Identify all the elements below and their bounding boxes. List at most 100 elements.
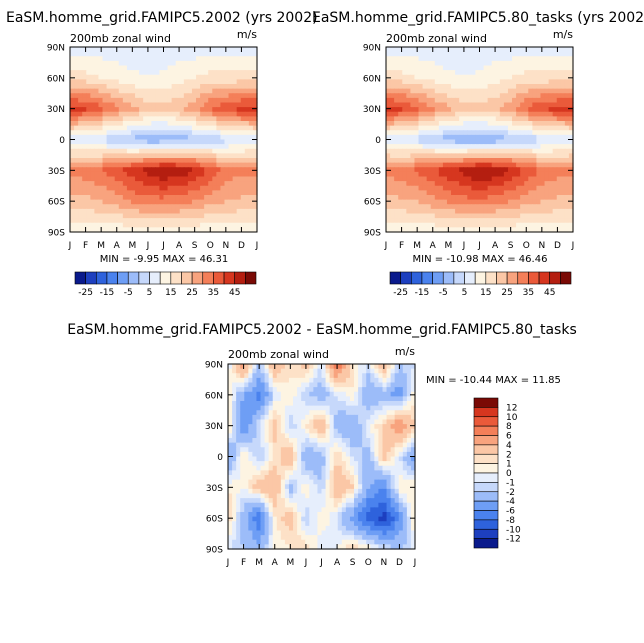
heatmap-cell bbox=[82, 84, 87, 90]
heatmap-cell bbox=[378, 391, 384, 397]
heatmap-cell bbox=[345, 396, 351, 402]
heatmap-cell bbox=[540, 130, 546, 136]
heatmap-cell bbox=[110, 134, 116, 141]
heatmap-cell bbox=[483, 153, 489, 159]
heatmap-cell bbox=[455, 213, 460, 219]
heatmap-cell bbox=[422, 134, 428, 141]
heatmap-cell bbox=[483, 190, 489, 196]
heatmap-cell bbox=[402, 125, 407, 131]
heatmap-cell bbox=[167, 74, 173, 80]
heatmap-cell bbox=[305, 419, 310, 425]
heatmap-cell bbox=[272, 410, 278, 416]
heatmap-cell bbox=[159, 185, 165, 191]
heatmap-cell bbox=[475, 148, 481, 154]
heatmap-cell bbox=[301, 387, 306, 393]
heatmap-cell bbox=[362, 396, 367, 402]
heatmap-cell bbox=[163, 153, 169, 159]
panel-top-left: EaSM.homme_grid.FAMIPC5.2002 (yrs 2002) … bbox=[6, 10, 318, 298]
heatmap-cell bbox=[568, 84, 574, 90]
heatmap-cell bbox=[394, 139, 399, 145]
heatmap-cell bbox=[130, 93, 136, 99]
heatmap-cell bbox=[358, 377, 363, 384]
heatmap-cell bbox=[98, 88, 104, 94]
heatmap-cell bbox=[451, 51, 456, 57]
heatmap-cell bbox=[220, 56, 226, 62]
heatmap-cell bbox=[78, 65, 83, 71]
heatmap-cell bbox=[212, 56, 217, 62]
heatmap-cell bbox=[446, 158, 452, 164]
heatmap-cell bbox=[135, 204, 140, 210]
heatmap-cell bbox=[540, 208, 546, 215]
x-tick-label: O bbox=[207, 241, 214, 251]
heatmap-cell bbox=[467, 139, 472, 145]
heatmap-cell bbox=[110, 148, 116, 154]
heatmap-cell bbox=[236, 162, 242, 168]
heatmap-cell bbox=[499, 84, 505, 90]
heatmap-cell bbox=[524, 153, 529, 159]
heatmap-cell bbox=[556, 218, 562, 224]
heatmap-cell bbox=[130, 218, 136, 224]
colorbar-label: 25 bbox=[501, 288, 512, 298]
heatmap-cell bbox=[483, 102, 489, 108]
heatmap-cell bbox=[264, 405, 270, 411]
heatmap-cell bbox=[329, 364, 335, 370]
heatmap-cell bbox=[216, 74, 222, 80]
heatmap-cell bbox=[430, 130, 436, 136]
heatmap-cell bbox=[390, 456, 396, 462]
heatmap-cell bbox=[451, 125, 456, 131]
heatmap-cell bbox=[191, 218, 197, 224]
heatmap-cell bbox=[410, 470, 416, 476]
heatmap-cell bbox=[183, 222, 189, 228]
heatmap-cell bbox=[471, 181, 477, 187]
heatmap-cell bbox=[252, 387, 258, 393]
heatmap-cell bbox=[102, 171, 108, 178]
heatmap-cell bbox=[451, 199, 456, 205]
heatmap-cell bbox=[442, 134, 448, 141]
heatmap-cell bbox=[155, 208, 161, 215]
heatmap-cell bbox=[224, 70, 230, 76]
heatmap-cell bbox=[212, 158, 217, 164]
heatmap-cell bbox=[370, 401, 375, 407]
heatmap-cell bbox=[204, 125, 209, 131]
heatmap-cell bbox=[451, 204, 456, 210]
heatmap-cell bbox=[390, 391, 396, 397]
heatmap-cell bbox=[244, 65, 250, 71]
heatmap-cell bbox=[471, 218, 477, 224]
heatmap-cell bbox=[301, 428, 306, 434]
heatmap-cell bbox=[516, 111, 521, 117]
heatmap-cell bbox=[467, 88, 472, 94]
heatmap-cell bbox=[305, 414, 310, 421]
heatmap-cell bbox=[463, 121, 468, 127]
heatmap-cell bbox=[200, 162, 205, 168]
heatmap-cell bbox=[297, 451, 302, 458]
heatmap-cell bbox=[548, 167, 554, 173]
heatmap-cell bbox=[382, 461, 388, 467]
heatmap-cell bbox=[402, 195, 407, 201]
heatmap-cell bbox=[280, 364, 286, 370]
heatmap-cell bbox=[179, 60, 185, 67]
heatmap-cell bbox=[232, 47, 238, 53]
heatmap-cell bbox=[345, 391, 351, 397]
heatmap-cell bbox=[102, 130, 108, 136]
heatmap-cell bbox=[122, 84, 128, 90]
heatmap-cell bbox=[467, 195, 472, 201]
heatmap-cell bbox=[228, 162, 234, 168]
heatmap-cell bbox=[264, 451, 270, 458]
heatmap-cell bbox=[163, 167, 169, 173]
heatmap-cell bbox=[402, 424, 408, 430]
heatmap-cell bbox=[374, 461, 380, 467]
heatmap-cell bbox=[528, 222, 533, 228]
heatmap-cell bbox=[487, 176, 493, 182]
heatmap-cell bbox=[426, 148, 432, 154]
heatmap-cell bbox=[82, 134, 87, 141]
heatmap-cell bbox=[422, 171, 428, 178]
heatmap-cell bbox=[406, 144, 411, 150]
heatmap-cell bbox=[301, 391, 306, 397]
heatmap-cell bbox=[390, 74, 395, 80]
heatmap-cell bbox=[232, 204, 238, 210]
heatmap-cell bbox=[560, 195, 566, 201]
heatmap-cell bbox=[82, 93, 87, 99]
heatmap-cell bbox=[345, 470, 351, 476]
heatmap-cell bbox=[293, 447, 298, 453]
heatmap-cell bbox=[475, 74, 481, 80]
